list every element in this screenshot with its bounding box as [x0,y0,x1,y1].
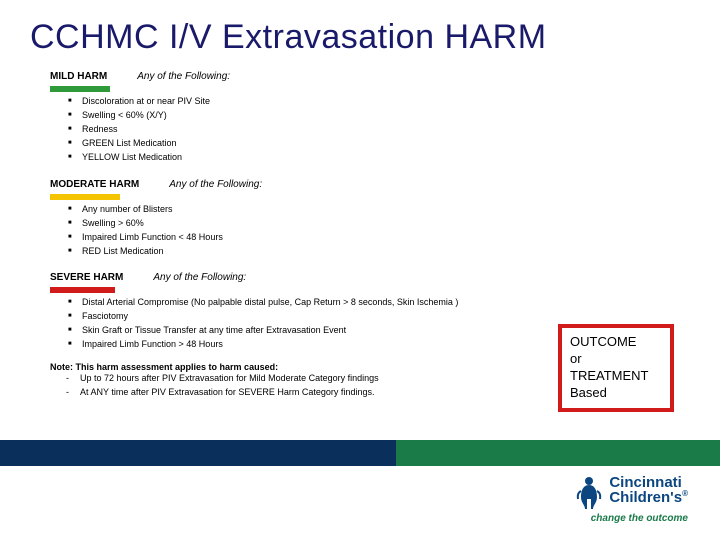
list-item: Fasciotomy [68,310,720,324]
brand-line2: Children's® [609,490,688,505]
callout-line: or [570,351,662,368]
list-item: Redness [68,123,720,137]
section-mild: MILD HARM Any of the Following: Discolor… [50,71,720,165]
childrens-logo-icon [575,475,603,511]
severe-harm-label: SEVERE HARM [50,272,123,283]
footer-logo: Cincinnati Children's® change the outcom… [575,475,688,524]
list-item: Any number of Blisters [68,203,720,217]
severe-color-bar [50,287,115,293]
section-moderate: MODERATE HARM Any of the Following: Any … [50,179,720,259]
list-item: Impaired Limb Function < 48 Hours [68,231,720,245]
moderate-harm-label: MODERATE HARM [50,179,139,190]
list-item: YELLOW List Medication [68,151,720,165]
callout-line: OUTCOME [570,334,662,351]
list-item: Distal Arterial Compromise (No palpable … [68,296,720,310]
moderate-items: Any number of Blisters Swelling > 60% Im… [68,203,720,259]
list-item: RED List Medication [68,245,720,259]
callout-line: TREATMENT [570,368,662,385]
brand-line1: Cincinnati [609,475,688,490]
footer-band [0,440,720,466]
mild-items: Discoloration at or near PIV Site Swelli… [68,95,720,165]
page-title: CCHMC I/V Extravasation HARM [0,0,720,57]
list-item: Swelling > 60% [68,217,720,231]
callout-line: Based [570,385,662,402]
mild-color-bar [50,86,110,92]
outcome-callout: OUTCOME or TREATMENT Based [558,324,674,412]
list-item: Discoloration at or near PIV Site [68,95,720,109]
moderate-anyof: Any of the Following: [169,179,262,190]
list-item: GREEN List Medication [68,137,720,151]
brand-tagline: change the outcome [575,513,688,524]
moderate-color-bar [50,194,120,200]
mild-anyof: Any of the Following: [137,71,230,82]
list-item: Swelling < 60% (X/Y) [68,109,720,123]
mild-harm-label: MILD HARM [50,71,107,82]
severe-anyof: Any of the Following: [153,272,246,283]
